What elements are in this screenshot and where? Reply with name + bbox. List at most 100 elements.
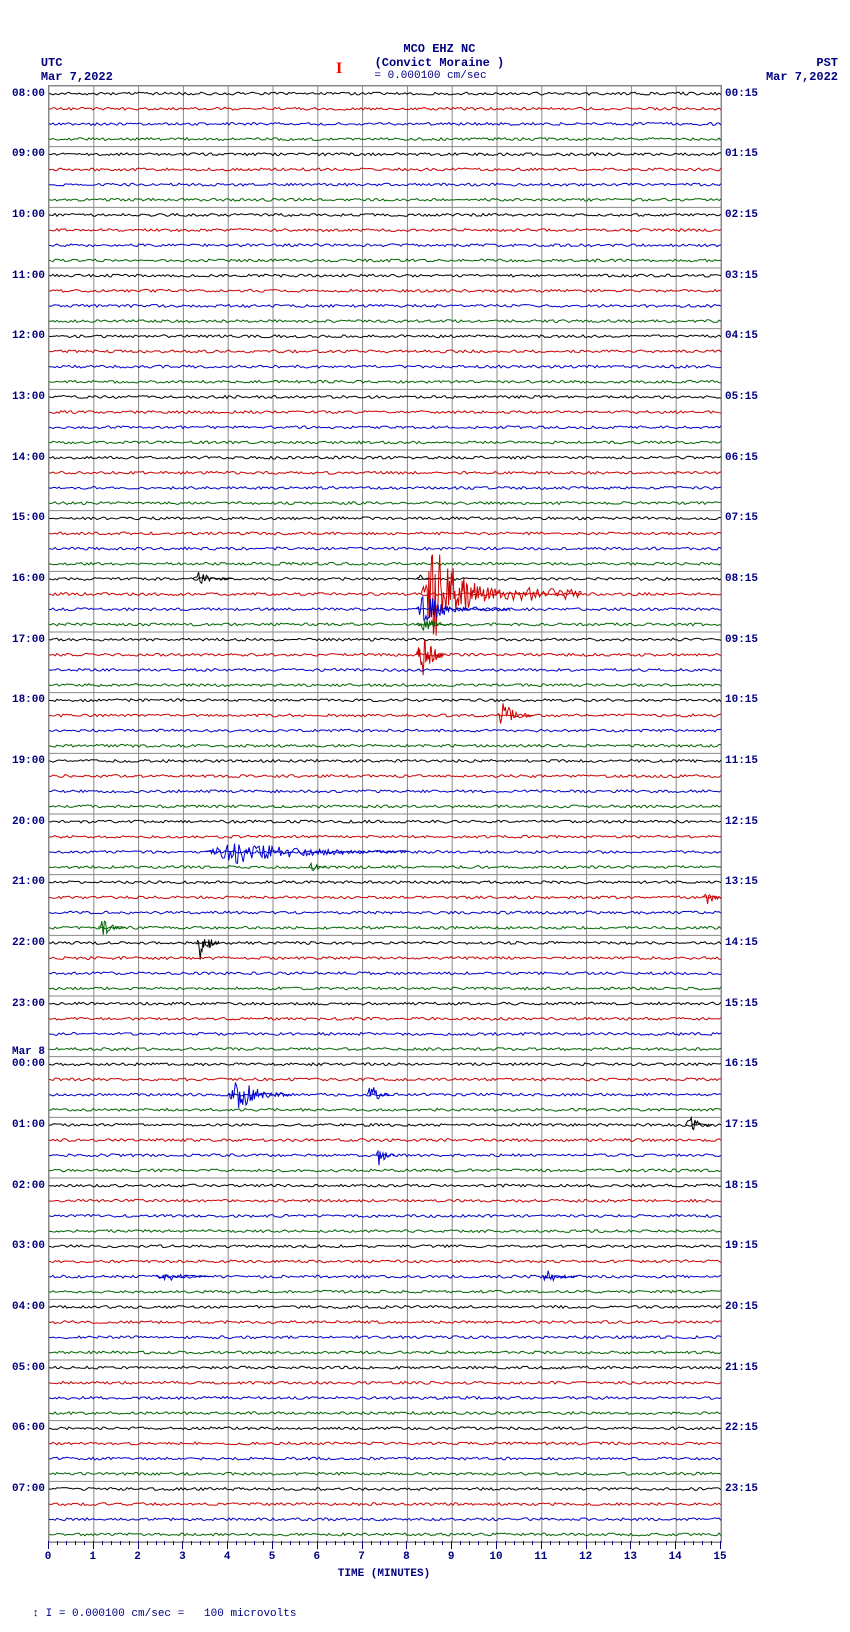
x-minor-tick (209, 1541, 210, 1545)
x-minor-tick (604, 1541, 605, 1545)
x-minor-tick (335, 1541, 336, 1545)
utc-hour-label: 00:00 (12, 1058, 45, 1070)
x-minor-tick (577, 1541, 578, 1545)
x-tick (675, 1541, 676, 1549)
x-minor-tick (200, 1541, 201, 1545)
pst-hour-label: 22:15 (725, 1422, 758, 1434)
x-tick-label: 12 (579, 1551, 592, 1563)
x-minor-tick (550, 1541, 551, 1545)
x-minor-tick (254, 1541, 255, 1545)
x-minor-tick (666, 1541, 667, 1545)
pst-hour-label: 02:15 (725, 209, 758, 221)
utc-hour-label: 19:00 (12, 755, 45, 767)
x-tick-label: 8 (403, 1551, 410, 1563)
scale-text: = 0.000100 cm/sec (374, 70, 486, 82)
x-minor-tick (102, 1541, 103, 1545)
x-minor-tick (164, 1541, 165, 1545)
utc-hour-label: 20:00 (12, 816, 45, 828)
x-minor-tick (595, 1541, 596, 1545)
x-tick-label: 3 (179, 1551, 186, 1563)
utc-hour-label: 09:00 (12, 148, 45, 160)
pst-hour-label: 00:15 (725, 88, 758, 100)
x-minor-tick (388, 1541, 389, 1545)
utc-hour-label: 01:00 (12, 1119, 45, 1131)
utc-hour-label: 15:00 (12, 512, 45, 524)
x-tick-label: 5 (269, 1551, 276, 1563)
x-tick (93, 1541, 94, 1549)
utc-hour-label: 17:00 (12, 634, 45, 646)
pst-hour-label: 18:15 (725, 1180, 758, 1192)
utc-hour-label: 22:00 (12, 937, 45, 949)
x-minor-tick (612, 1541, 613, 1545)
x-tick-label: 13 (624, 1551, 637, 1563)
pst-hour-label: 12:15 (725, 816, 758, 828)
scale-bar-icon: I (336, 60, 342, 77)
pst-hour-label: 16:15 (725, 1058, 758, 1070)
x-minor-tick (290, 1541, 291, 1545)
x-minor-tick (156, 1541, 157, 1545)
x-minor-tick (478, 1541, 479, 1545)
x-axis-title: TIME (MINUTES) (48, 1568, 720, 1580)
x-minor-tick (639, 1541, 640, 1545)
utc-hour-label: 05:00 (12, 1362, 45, 1374)
x-minor-tick (218, 1541, 219, 1545)
utc-hour-label: 13:00 (12, 391, 45, 403)
seismogram-svg (49, 86, 721, 1542)
x-minor-tick (648, 1541, 649, 1545)
x-minor-tick (702, 1541, 703, 1545)
x-minor-tick (433, 1541, 434, 1545)
x-tick (451, 1541, 452, 1549)
utc-hour-label: 03:00 (12, 1240, 45, 1252)
x-tick (227, 1541, 228, 1549)
x-tick (362, 1541, 363, 1549)
x-tick (272, 1541, 273, 1549)
x-minor-tick (66, 1541, 67, 1545)
x-minor-tick (120, 1541, 121, 1545)
x-minor-tick (191, 1541, 192, 1545)
pst-hour-label: 03:15 (725, 270, 758, 282)
utc-hour-label: 08:00 (12, 88, 45, 100)
x-minor-tick (380, 1541, 381, 1545)
x-minor-tick (415, 1541, 416, 1545)
x-tick-label: 0 (45, 1551, 52, 1563)
utc-hour-label: 18:00 (12, 694, 45, 706)
x-minor-tick (299, 1541, 300, 1545)
x-tick-label: 9 (448, 1551, 455, 1563)
x-minor-tick (523, 1541, 524, 1545)
x-tick-label: 4 (224, 1551, 231, 1563)
x-tick (182, 1541, 183, 1549)
pst-hour-label: 10:15 (725, 694, 758, 706)
footer-scale-text: = 0.000100 cm/sec = 100 microvolts (59, 1608, 297, 1620)
pst-hour-label: 08:15 (725, 573, 758, 585)
utc-hour-label: 23:00 (12, 998, 45, 1010)
x-minor-tick (621, 1541, 622, 1545)
x-minor-tick (263, 1541, 264, 1545)
pst-hour-label: 06:15 (725, 452, 758, 464)
pst-hour-label: 14:15 (725, 937, 758, 949)
pst-hour-label: 15:15 (725, 998, 758, 1010)
left-date: Mar 7,2022 (41, 70, 113, 84)
pst-hour-label: 09:15 (725, 634, 758, 646)
pst-hour-label: 11:15 (725, 755, 758, 767)
x-tick-label: 11 (534, 1551, 547, 1563)
x-tick (720, 1541, 721, 1549)
x-minor-tick (84, 1541, 85, 1545)
x-tick (630, 1541, 631, 1549)
x-minor-tick (344, 1541, 345, 1545)
utc-hour-label: 11:00 (12, 270, 45, 282)
pst-hour-label: 04:15 (725, 330, 758, 342)
utc-hour-label: 10:00 (12, 209, 45, 221)
x-minor-tick (147, 1541, 148, 1545)
x-tick-label: 2 (134, 1551, 141, 1563)
seismogram-plot: 08:0009:0010:0011:0012:0013:0014:0015:00… (48, 85, 722, 1543)
pst-hour-label: 17:15 (725, 1119, 758, 1131)
x-minor-tick (75, 1541, 76, 1545)
x-minor-tick (684, 1541, 685, 1545)
x-minor-tick (326, 1541, 327, 1545)
x-tick (317, 1541, 318, 1549)
x-tick (541, 1541, 542, 1549)
utc-hour-label: 04:00 (12, 1301, 45, 1313)
utc-hour-label: 12:00 (12, 330, 45, 342)
utc-hour-label: 07:00 (12, 1483, 45, 1495)
x-minor-tick (129, 1541, 130, 1545)
